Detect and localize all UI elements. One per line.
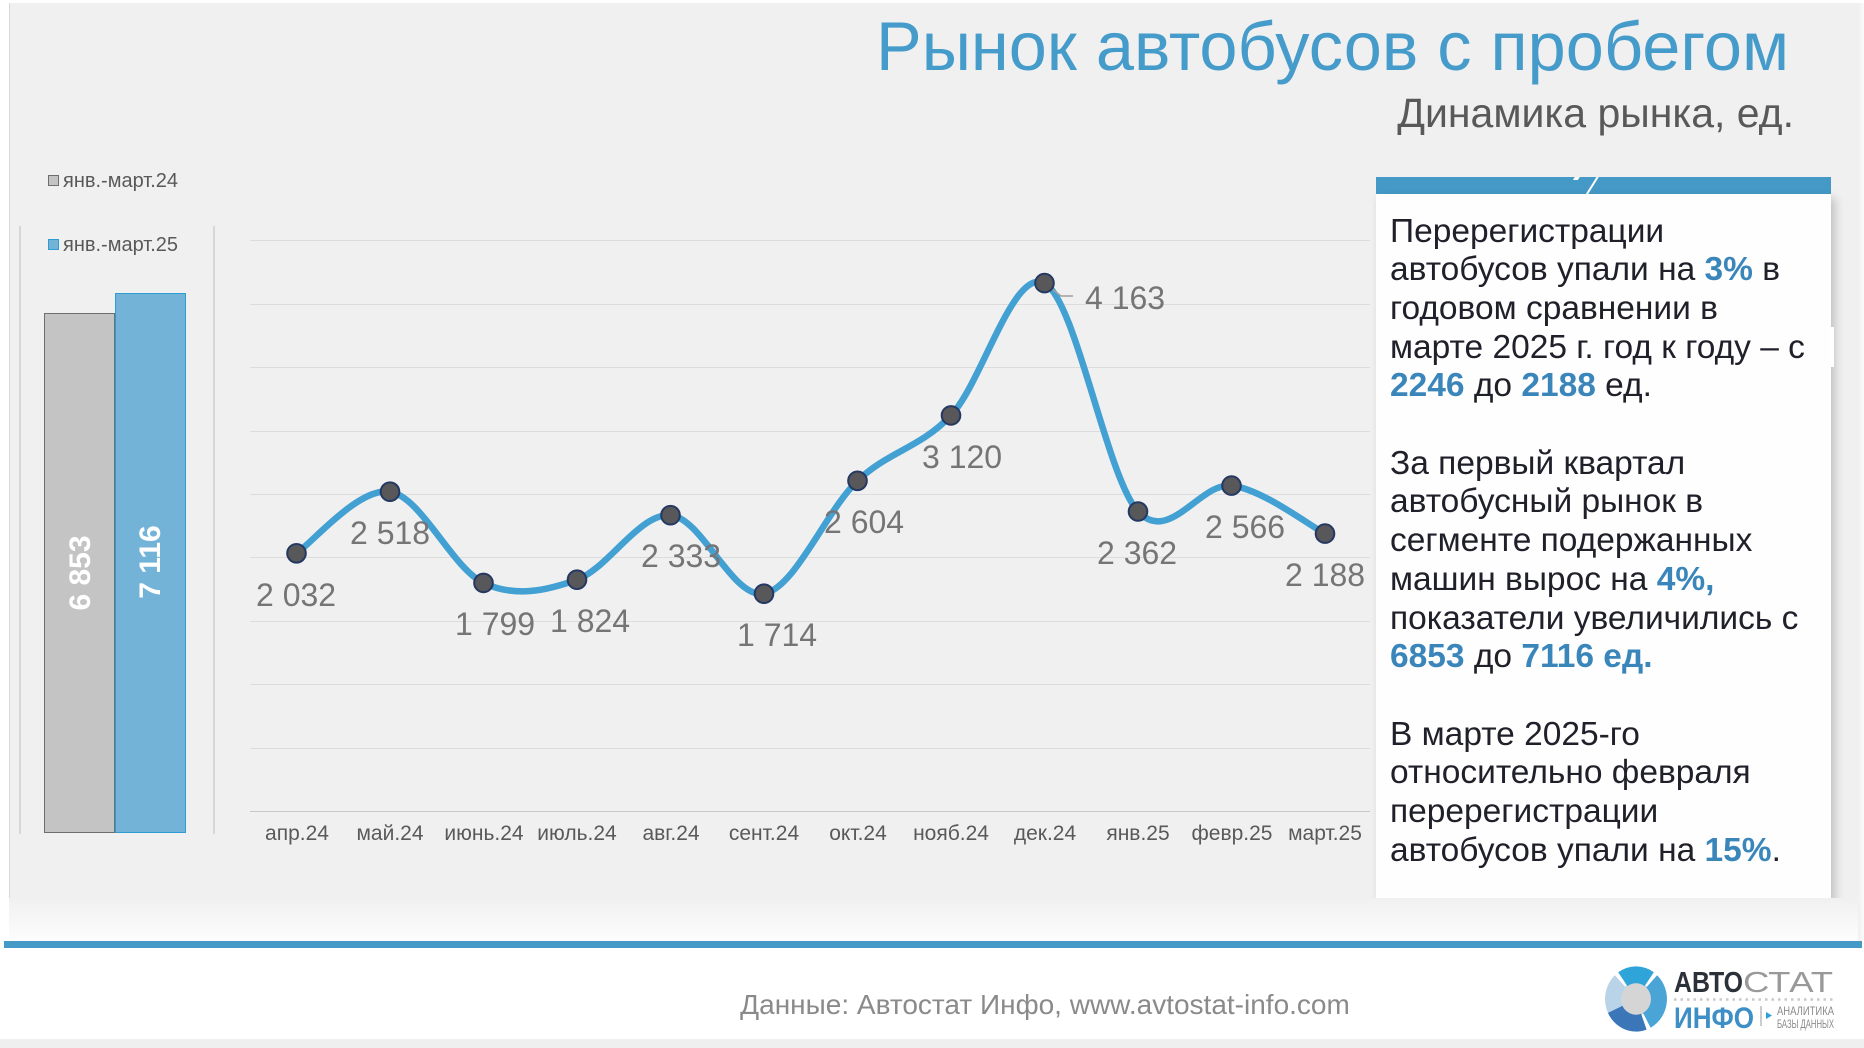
svg-text:СТАТ: СТАТ [1743,967,1833,999]
svg-text:ИНФО: ИНФО [1674,1002,1754,1035]
svg-text:АНАЛИТИКА: АНАЛИТИКА [1777,1004,1834,1018]
svg-text:БАЗЫ ДАННЫХ: БАЗЫ ДАННЫХ [1777,1017,1834,1031]
svg-text:АВТО: АВТО [1674,967,1743,999]
